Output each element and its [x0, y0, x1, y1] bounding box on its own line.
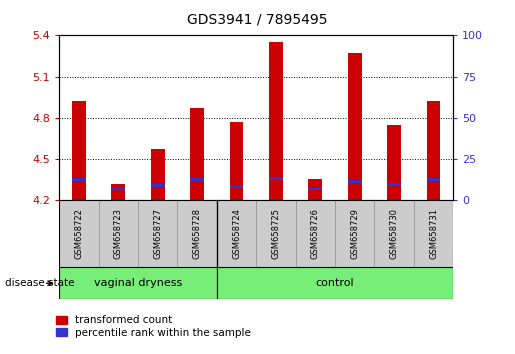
- Text: GSM658725: GSM658725: [271, 208, 280, 259]
- Bar: [426, 101, 440, 200]
- Bar: [256, 200, 296, 267]
- Text: GSM658731: GSM658731: [429, 208, 438, 259]
- Text: GSM658723: GSM658723: [114, 208, 123, 259]
- Bar: [387, 183, 401, 185]
- Bar: [335, 200, 374, 267]
- Bar: [177, 200, 217, 267]
- Text: GSM658724: GSM658724: [232, 208, 241, 259]
- Bar: [374, 200, 414, 267]
- Bar: [217, 267, 453, 299]
- Bar: [72, 101, 86, 200]
- Text: control: control: [316, 278, 354, 288]
- Bar: [151, 149, 165, 200]
- Bar: [269, 42, 283, 200]
- Bar: [190, 108, 204, 200]
- Text: GSM658729: GSM658729: [350, 208, 359, 259]
- Bar: [230, 122, 244, 200]
- Text: GSM658722: GSM658722: [75, 208, 83, 259]
- Bar: [348, 53, 362, 200]
- Bar: [414, 200, 453, 267]
- Bar: [111, 188, 125, 190]
- Bar: [72, 178, 86, 182]
- Bar: [138, 200, 177, 267]
- Legend: transformed count, percentile rank within the sample: transformed count, percentile rank withi…: [54, 313, 253, 340]
- Bar: [308, 179, 322, 200]
- Bar: [111, 183, 125, 200]
- Bar: [99, 200, 138, 267]
- Text: GSM658727: GSM658727: [153, 208, 162, 259]
- Bar: [296, 200, 335, 267]
- Bar: [59, 267, 217, 299]
- Bar: [230, 185, 244, 188]
- Bar: [269, 177, 283, 180]
- Bar: [348, 180, 362, 183]
- Bar: [426, 178, 440, 182]
- Bar: [59, 200, 99, 267]
- Text: GDS3941 / 7895495: GDS3941 / 7895495: [187, 12, 328, 27]
- Bar: [217, 200, 256, 267]
- Bar: [387, 125, 401, 200]
- Text: GSM658726: GSM658726: [311, 208, 320, 259]
- Text: vaginal dryness: vaginal dryness: [94, 278, 182, 288]
- Text: GSM658728: GSM658728: [193, 208, 201, 259]
- Bar: [190, 178, 204, 182]
- Bar: [151, 184, 165, 187]
- Bar: [308, 188, 322, 190]
- Text: disease state: disease state: [5, 278, 75, 288]
- Text: GSM658730: GSM658730: [390, 208, 399, 259]
